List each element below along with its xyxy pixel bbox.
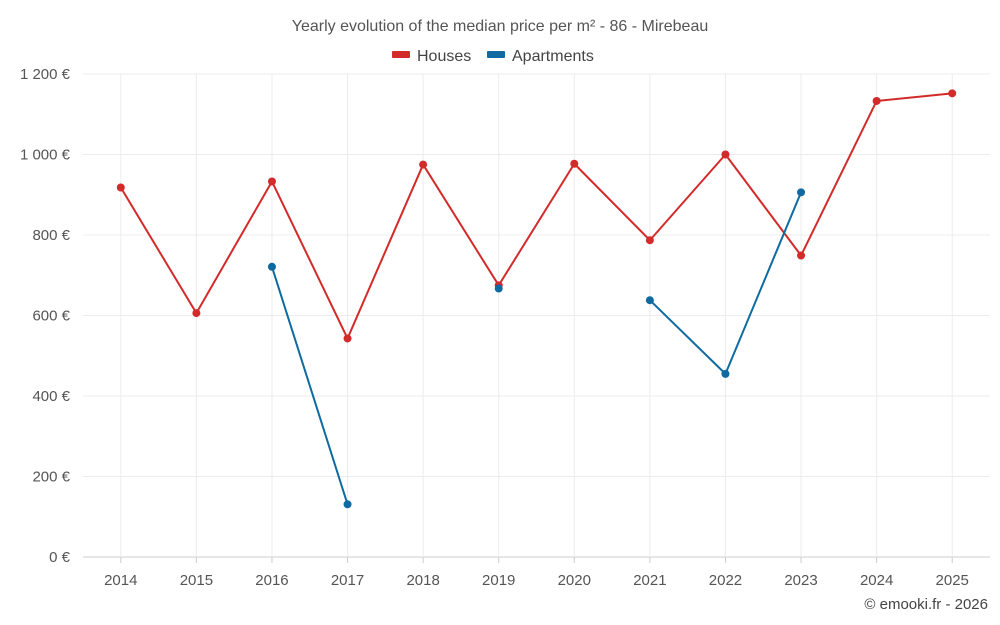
y-tick-label: 1 000 € bbox=[20, 147, 71, 164]
data-point[interactable] bbox=[797, 251, 806, 260]
grid bbox=[83, 73, 990, 558]
data-point[interactable] bbox=[797, 188, 806, 197]
series-apartments bbox=[267, 188, 806, 509]
data-point[interactable] bbox=[267, 262, 276, 271]
legend-swatch bbox=[487, 51, 505, 58]
data-point[interactable] bbox=[721, 150, 730, 159]
credit-text: © emooki.fr - 2026 bbox=[864, 596, 988, 613]
data-point[interactable] bbox=[721, 369, 730, 378]
data-point[interactable] bbox=[645, 236, 654, 245]
x-tick-label: 2017 bbox=[331, 572, 364, 589]
x-tick-label: 2022 bbox=[709, 572, 742, 589]
y-tick-label: 400 € bbox=[32, 388, 70, 405]
chart-title: Yearly evolution of the median price per… bbox=[292, 18, 709, 35]
legend-label: Houses bbox=[417, 48, 471, 65]
x-tick-label: 2014 bbox=[104, 572, 137, 589]
series-line bbox=[271, 266, 349, 505]
y-tick-label: 200 € bbox=[32, 469, 70, 486]
y-tick-label: 600 € bbox=[32, 308, 70, 325]
data-point[interactable] bbox=[267, 177, 276, 186]
y-tick-label: 800 € bbox=[32, 227, 70, 244]
legend-swatch bbox=[392, 51, 410, 58]
x-tick-label: 2025 bbox=[936, 572, 969, 589]
legend-item-houses[interactable]: Houses bbox=[392, 48, 471, 65]
data-point[interactable] bbox=[343, 334, 352, 343]
x-tick-label: 2020 bbox=[558, 572, 591, 589]
x-tick-label: 2015 bbox=[180, 572, 213, 589]
data-point[interactable] bbox=[948, 89, 957, 98]
legend[interactable]: Houses Apartments bbox=[392, 48, 594, 65]
x-tick-label: 2019 bbox=[482, 572, 515, 589]
data-point[interactable] bbox=[872, 96, 881, 105]
legend-label: Apartments bbox=[512, 48, 594, 65]
x-tick-label: 2016 bbox=[255, 572, 288, 589]
data-point[interactable] bbox=[419, 160, 428, 169]
data-point[interactable] bbox=[494, 284, 503, 293]
data-point[interactable] bbox=[192, 309, 201, 318]
x-tick-label: 2021 bbox=[633, 572, 666, 589]
data-point[interactable] bbox=[343, 500, 352, 509]
series-layer bbox=[116, 89, 957, 509]
data-point[interactable] bbox=[570, 159, 579, 168]
y-tick-label: 0 € bbox=[49, 549, 71, 566]
data-point[interactable] bbox=[645, 296, 654, 305]
data-point[interactable] bbox=[116, 183, 125, 192]
x-tick-label: 2018 bbox=[406, 572, 439, 589]
x-tick-label: 2023 bbox=[784, 572, 817, 589]
series-line bbox=[119, 92, 953, 340]
legend-item-apartments[interactable]: Apartments bbox=[487, 48, 594, 65]
y-tick-label: 1 200 € bbox=[20, 66, 71, 83]
x-tick-label: 2024 bbox=[860, 572, 893, 589]
axes: 0 € 200 € 400 € 600 € 800 € 1 000 € 1 200 € 201… bbox=[20, 66, 969, 589]
series-houses bbox=[116, 89, 957, 343]
